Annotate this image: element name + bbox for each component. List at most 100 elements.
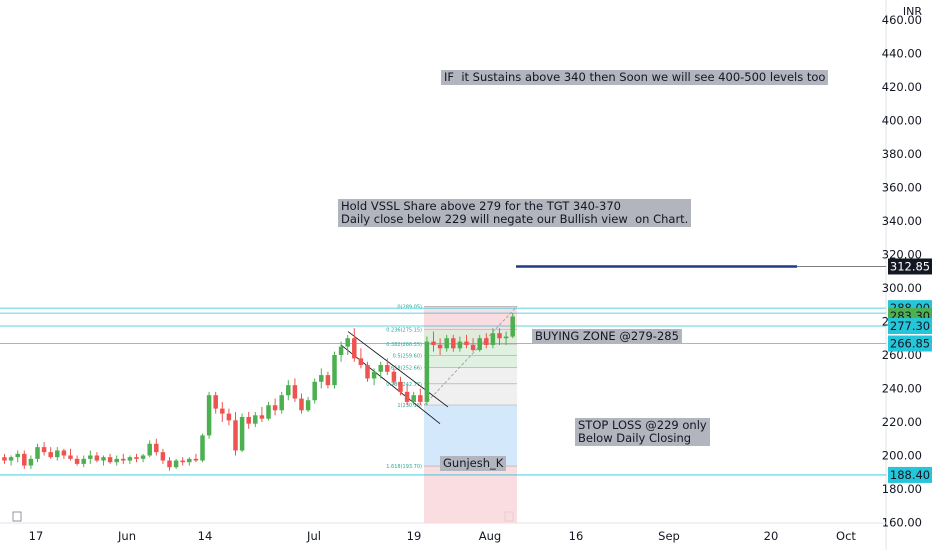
candle-body [484, 338, 489, 345]
buying-zone-annotation[interactable]: BUYING ZONE @279-285 [532, 329, 682, 344]
candle-body [253, 415, 258, 424]
event-marker-icon [12, 511, 22, 522]
y-tick-label: 240.00 [882, 382, 922, 396]
candle-body [325, 375, 331, 386]
candle-body [470, 344, 476, 350]
candle-body [94, 455, 100, 461]
candle-body [121, 458, 126, 461]
candle-body [319, 375, 324, 382]
candle-body [134, 457, 139, 459]
candle-body [391, 371, 397, 382]
y-tick-label: 340.00 [882, 214, 922, 228]
y-tick-label: 380.00 [882, 147, 922, 161]
candle-body [81, 458, 86, 464]
x-tick-label: Oct [836, 529, 856, 543]
candle-body [299, 398, 304, 411]
candle-body [233, 420, 238, 451]
y-tick-label: 160.00 [882, 516, 922, 530]
candle-body [418, 395, 423, 402]
candle-body [246, 416, 251, 424]
fib-level-label: 0.786(242.77) [386, 382, 422, 388]
x-tick-label: 14 [198, 529, 213, 543]
candle-body [437, 344, 443, 349]
candle-body [378, 365, 383, 372]
candle-body [464, 341, 469, 345]
stop-loss-annotation[interactable]: STOP LOSS @229 only Below Daily Closing [575, 418, 710, 446]
candle-body [101, 457, 106, 461]
price-badge-label: 277.30 [890, 319, 930, 333]
candle-body [88, 455, 93, 459]
y-tick-label: 300.00 [882, 281, 922, 295]
candle-body [213, 395, 218, 409]
x-tick-label: Jul [306, 529, 321, 543]
y-tick-label: 200.00 [882, 449, 922, 463]
candle-body [154, 443, 159, 453]
candle-body [272, 405, 278, 411]
candle-body [398, 381, 403, 392]
hold-annotation[interactable]: Hold VSSL Share above 279 for the TGT 34… [338, 199, 692, 227]
candle-body [193, 458, 199, 461]
channel-line-lower [340, 344, 441, 425]
y-tick-label: 180.00 [882, 482, 922, 496]
candle-body [61, 450, 67, 456]
x-tick-label: Aug [479, 529, 501, 543]
candle-body [15, 453, 20, 458]
candle-body [22, 453, 27, 466]
candle-body [292, 385, 298, 399]
candle-body [457, 341, 463, 349]
candle-body [180, 460, 185, 463]
fib-level-label: 1(230.15) [397, 403, 422, 409]
candle-body [338, 346, 344, 355]
candle-body [279, 395, 284, 411]
candle-body [74, 458, 80, 464]
x-tick-label: 19 [407, 529, 422, 543]
y-tick-label: 400.00 [882, 114, 922, 128]
candle-body [352, 338, 357, 359]
fib-level-label: 0.5(259.60) [393, 354, 422, 360]
candle-body [451, 338, 456, 349]
candle-body [503, 336, 509, 339]
candle-body [28, 458, 34, 466]
risk-zone-box [424, 466, 517, 523]
candle-body [239, 416, 245, 451]
y-tick-label: 420.00 [882, 80, 922, 94]
price-badge-label: 266.85 [890, 337, 930, 351]
fib-level-label: 0.618(252.66) [386, 365, 422, 371]
candle-body [35, 447, 40, 459]
candle-body [147, 443, 152, 456]
fib-level-label: 0.236(275.15) [386, 328, 422, 334]
candle-body [385, 365, 390, 372]
x-tick-label: 20 [764, 529, 779, 543]
candle-body [140, 455, 146, 459]
candle-body [490, 333, 496, 345]
y-tick-label: 460.00 [882, 13, 922, 27]
candle-body [286, 385, 291, 396]
price-badge [888, 258, 932, 275]
price-badge [888, 466, 932, 483]
candle-body [114, 458, 119, 463]
x-tick-label: 17 [29, 529, 44, 543]
author-label: Gunjesh_K [440, 456, 507, 471]
y-tick-label: 320.00 [882, 248, 922, 262]
price-badge-label: 188.40 [890, 468, 930, 482]
candle-body [167, 460, 172, 468]
candle-body [226, 413, 232, 421]
candle-body [332, 355, 337, 386]
candle-body [127, 457, 133, 461]
buy-zone-box [424, 329, 517, 368]
x-tick-label: Sep [658, 529, 680, 543]
price-badge [888, 318, 932, 335]
price-badge-label: 312.85 [890, 259, 930, 273]
candle-body [431, 341, 436, 345]
candle-body [312, 381, 317, 401]
candle-body [41, 447, 47, 453]
y-tick-label: 440.00 [882, 47, 922, 61]
candle-body [206, 395, 212, 436]
target-annotation[interactable]: IF it Sustains above 340 then Soon we wi… [441, 70, 829, 85]
candle-body [173, 460, 179, 468]
candle-body [497, 333, 502, 339]
candle-body [444, 338, 449, 349]
candle-body [371, 371, 377, 379]
